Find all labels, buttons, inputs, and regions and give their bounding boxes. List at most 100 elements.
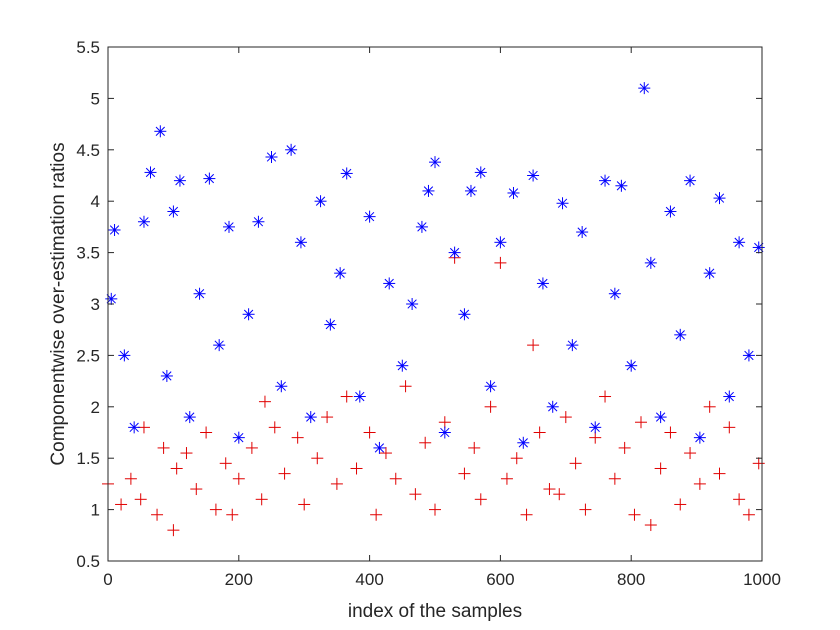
blue-asterisk-point	[415, 220, 428, 233]
red-plus-point	[399, 380, 412, 393]
x-tick-label: 800	[617, 570, 645, 589]
y-tick-label: 1.5	[76, 449, 100, 468]
red-plus-point	[569, 457, 582, 470]
red-plus-point	[219, 457, 232, 470]
blue-asterisk-point	[285, 143, 298, 156]
red-plus-point	[350, 462, 363, 475]
red-plus-point	[543, 483, 556, 496]
red-plus-point	[713, 467, 726, 480]
red-plus-point	[151, 508, 164, 521]
blue-asterisk-point	[752, 241, 765, 254]
red-plus-point	[608, 472, 621, 485]
plot-area	[108, 47, 762, 561]
blue-asterisk-point	[484, 380, 497, 393]
x-tick-label: 400	[355, 570, 383, 589]
red-plus-point	[330, 477, 343, 490]
x-axis-label: index of the samples	[348, 601, 522, 622]
blue-asterisk-point	[222, 220, 235, 233]
red-plus-point	[245, 441, 258, 454]
blue-asterisk-point	[448, 246, 461, 259]
y-tick-label: 1	[91, 501, 100, 520]
red-plus-point	[468, 441, 481, 454]
blue-asterisk-point	[684, 174, 697, 187]
red-plus-point	[684, 447, 697, 460]
blue-asterisk-point	[742, 349, 755, 362]
red-plus-point	[752, 457, 765, 470]
y-tick-label: 3.5	[76, 244, 100, 263]
red-plus-point	[635, 416, 648, 429]
red-plus-point	[664, 426, 677, 439]
blue-asterisk-point	[608, 287, 621, 300]
blue-asterisk-point	[108, 223, 121, 236]
red-plus-point	[644, 519, 657, 532]
y-tick-label: 0.5	[76, 552, 100, 571]
blue-asterisk-point	[167, 205, 180, 218]
blue-asterisk-point	[703, 267, 716, 280]
red-plus-point	[170, 462, 183, 475]
red-plus-point	[134, 493, 147, 506]
blue-asterisk-point	[252, 215, 265, 228]
red-plus-point	[389, 472, 402, 485]
red-plus-point	[232, 472, 245, 485]
x-tick-label: 200	[225, 570, 253, 589]
y-tick-label: 2	[91, 398, 100, 417]
blue-asterisk-point	[713, 192, 726, 205]
red-plus-point	[255, 493, 268, 506]
blue-asterisk-point	[422, 184, 435, 197]
blue-asterisk-point	[144, 166, 157, 179]
red-plus-point	[278, 467, 291, 480]
blue-asterisk-point	[324, 318, 337, 331]
red-plus-point	[628, 508, 641, 521]
red-plus-point	[579, 503, 592, 516]
red-plus-point	[268, 421, 281, 434]
blue-asterisk-point	[693, 431, 706, 444]
red-plus-point	[370, 508, 383, 521]
y-tick-label: 5.5	[76, 38, 100, 57]
red-plus-point	[124, 472, 137, 485]
blue-asterisk-point	[536, 277, 549, 290]
red-plus-point	[311, 452, 324, 465]
red-plus-point	[589, 431, 602, 444]
y-tick-label: 4	[91, 192, 100, 211]
red-plus-point	[115, 498, 128, 511]
blue-asterisk-point	[654, 411, 667, 424]
axis-ticks: 0 200 400 600 800 1000 0.5 1 1.5 2 2.5 3 3.5 4 4.5 5 5.5	[76, 38, 781, 589]
blue-asterisk-point	[154, 125, 167, 138]
red-plus-point	[190, 483, 203, 496]
blue-asterisk-point	[589, 421, 602, 434]
red-plus-point	[291, 431, 304, 444]
red-plus-point	[321, 411, 334, 424]
y-tick-label: 4.5	[76, 141, 100, 160]
blue-asterisk-point	[363, 210, 376, 223]
red-plus-point	[258, 395, 271, 408]
red-plus-point	[510, 452, 523, 465]
blue-asterisk-point	[383, 277, 396, 290]
red-plus-point	[363, 426, 376, 439]
red-plus-point	[742, 508, 755, 521]
blue-asterisk-point	[396, 359, 409, 372]
red-plus-point	[520, 508, 533, 521]
blue-asterisk-point	[556, 197, 569, 210]
x-tick-label: 0	[103, 570, 112, 589]
blue-asterisk-point	[546, 400, 559, 413]
red-plus-point	[438, 416, 451, 429]
y-tick-label: 5	[91, 89, 100, 108]
red-plus-point	[733, 493, 746, 506]
red-plus-point	[180, 447, 193, 460]
red-plus-point	[167, 524, 180, 537]
red-plus-point	[500, 472, 513, 485]
blue-asterisk-point	[664, 205, 677, 218]
blue-asterisk-point	[464, 184, 477, 197]
red-plus-point	[553, 488, 566, 501]
red-plus-point	[599, 390, 612, 403]
y-tick-label: 2.5	[76, 346, 100, 365]
blue-asterisk-point	[294, 236, 307, 249]
red-plus-point	[674, 498, 687, 511]
blue-asterisk-point	[576, 226, 589, 239]
blue-asterisk-point	[517, 436, 530, 449]
red-plus-point	[474, 493, 487, 506]
blue-asterisk-point	[527, 169, 540, 182]
blue-asterisk-point	[644, 256, 657, 269]
blue-asterisk-point	[275, 380, 288, 393]
x-tick-label: 600	[486, 570, 514, 589]
